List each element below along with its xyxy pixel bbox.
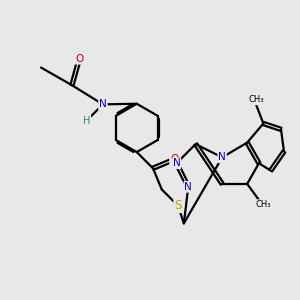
Text: N: N [172, 158, 180, 168]
Text: N: N [218, 152, 226, 162]
Text: H: H [83, 116, 90, 126]
Text: O: O [170, 154, 178, 164]
Text: CH₃: CH₃ [248, 95, 264, 104]
Text: CH₃: CH₃ [256, 200, 271, 209]
Text: N: N [184, 182, 192, 192]
Text: S: S [174, 199, 182, 212]
Text: N: N [99, 99, 107, 110]
Text: O: O [75, 54, 83, 64]
